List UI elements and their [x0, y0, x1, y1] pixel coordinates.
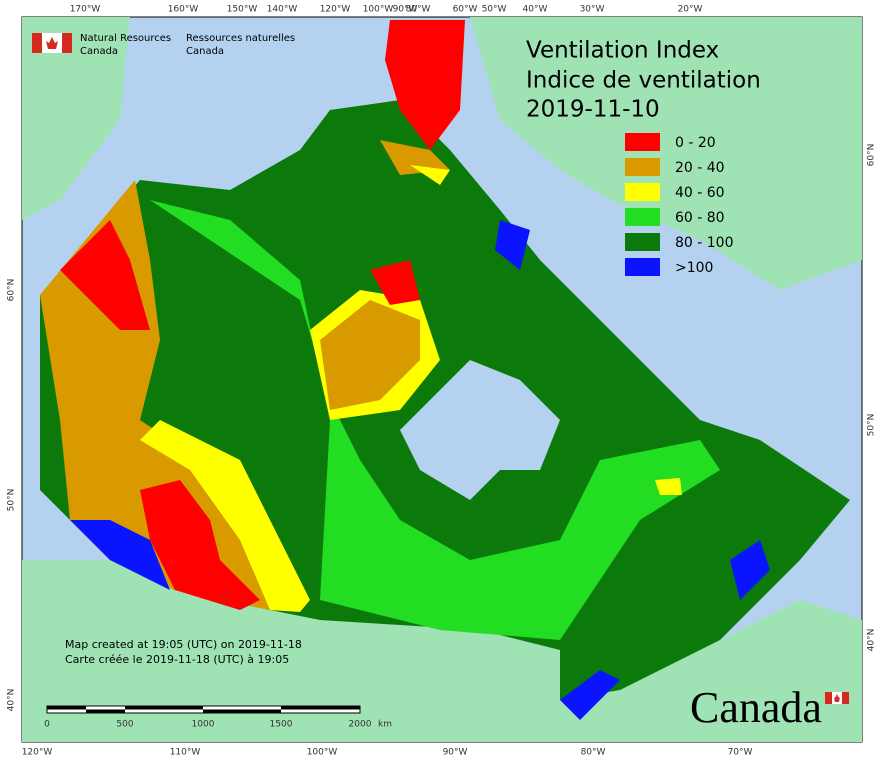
title: Ventilation Index — [526, 38, 719, 64]
lon-label: 70°W — [728, 748, 753, 758]
legend-label: 20 - 40 — [675, 160, 725, 176]
lon-label: 100°W — [307, 748, 338, 758]
lon-label: 160°W — [168, 5, 199, 15]
agency-fr: Canada — [186, 46, 224, 57]
legend-swatch — [625, 258, 660, 276]
lon-label: 50°W — [482, 5, 507, 15]
lon-label: 120°W — [320, 5, 351, 15]
scale-tick-label: 2000 — [349, 720, 372, 730]
lon-label: 120°W — [22, 748, 53, 758]
title: Indice de ventilation — [526, 68, 761, 94]
agency-en: Canada — [80, 46, 118, 57]
agency-en: Natural Resources — [80, 33, 171, 44]
legend-label: 80 - 100 — [675, 235, 734, 251]
lon-label: 40°W — [523, 5, 548, 15]
lon-label: 80°W — [581, 748, 606, 758]
lon-label: 20°W — [678, 5, 703, 15]
legend-swatch — [625, 158, 660, 176]
scale-tick-label: 1000 — [192, 720, 215, 730]
scale-bar-fill — [47, 706, 360, 713]
legend-swatch — [625, 183, 660, 201]
note: Carte créée le 2019-11-18 (UTC) à 19:05 — [65, 653, 289, 666]
legend-swatch — [625, 233, 660, 251]
agency-fr: Ressources naturelles — [186, 33, 295, 44]
legend-label: 60 - 80 — [675, 210, 725, 226]
note: Map created at 19:05 (UTC) on 2019-11-18 — [65, 638, 302, 651]
lat-label: 40°N — [7, 689, 17, 712]
wordmark: Canada — [690, 683, 822, 732]
lat-label: 50°N — [867, 414, 877, 437]
legend-label: 0 - 20 — [675, 135, 716, 151]
logo-flag — [32, 33, 849, 704]
lat-label: 60°N — [867, 144, 877, 167]
date: 2019-11-10 — [526, 97, 660, 123]
lon-label: 170°W — [70, 5, 101, 15]
legend-swatch — [625, 208, 660, 226]
lon-label: 110°W — [170, 748, 201, 758]
lon-label: 90°W — [393, 5, 418, 15]
scale-tick-label: 0 — [44, 720, 50, 730]
lon-label: 60°W — [453, 5, 478, 15]
lon-label: 100°W — [363, 5, 394, 15]
legend-label: 40 - 60 — [675, 185, 725, 201]
lat-label: 60°N — [7, 279, 17, 302]
lon-label: 90°W — [443, 748, 468, 758]
legend-label: >100 — [675, 260, 713, 276]
lon-label: 140°W — [267, 5, 298, 15]
legend-swatch — [625, 133, 660, 151]
lon-label: 30°W — [580, 5, 605, 15]
lat-label: 50°N — [7, 489, 17, 512]
lon-label: 150°W — [227, 5, 258, 15]
scale-tick-label: 1500 — [270, 720, 293, 730]
scale-tick-label: 500 — [116, 720, 133, 730]
lat-label: 40°N — [867, 629, 877, 652]
scale-unit: km — [378, 720, 392, 730]
canada-zones — [40, 20, 850, 720]
lon-label: 80°W — [406, 5, 431, 15]
